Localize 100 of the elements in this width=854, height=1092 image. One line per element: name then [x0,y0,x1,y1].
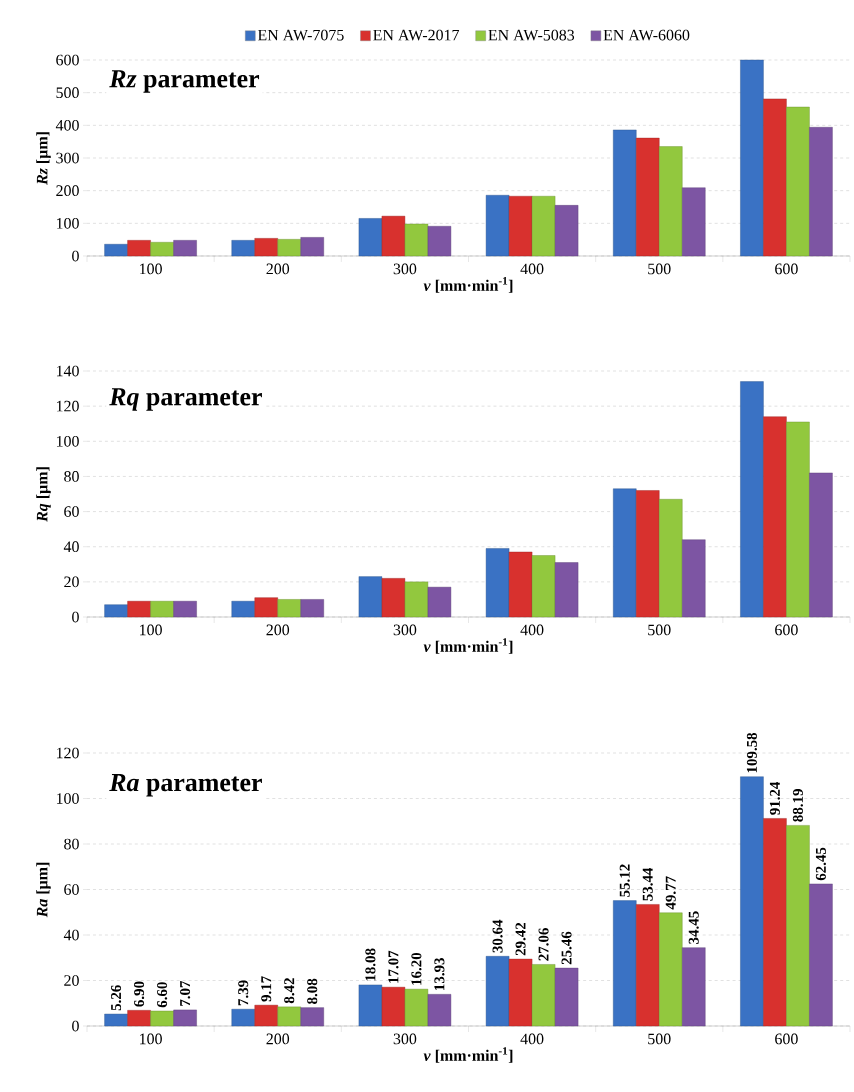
x-tick-label: 100 [140,624,162,636]
bar [254,597,278,618]
bar [786,825,810,1027]
x-tick-label: 300 [393,263,417,275]
bar [786,106,810,257]
bar [104,604,128,618]
bar [508,551,533,618]
bar [381,986,406,1027]
bar [173,1009,197,1027]
bar [508,958,533,1027]
y-tick-label: 300 [56,152,79,164]
legend-label: EN AW-6060 [603,29,690,41]
y-tick-label: 60 [64,884,79,895]
bar [554,205,579,257]
bar [763,98,787,257]
bar [277,599,301,618]
data-label: 18.08 [365,948,376,981]
data-label: 91.24 [769,781,780,815]
bar [358,218,383,257]
data-label: 17.07 [388,950,399,983]
bar [358,576,383,618]
data-label: 34.45 [688,911,699,944]
data-label: 8.42 [284,978,295,1004]
bar [740,59,764,257]
y-tick-label: 0 [72,250,79,262]
bar [127,1010,151,1027]
bar [508,196,533,257]
bar [104,1013,128,1027]
bar [427,994,452,1027]
bar [404,581,429,618]
bar [636,490,660,618]
bar [404,223,429,257]
bar [682,187,706,257]
y-tick-label: 120 [56,747,79,759]
bar [786,421,810,618]
x-axis-title: v [mm·min$^{-1}$] [423,1047,513,1063]
bar [104,244,128,257]
y-tick-label: 500 [56,87,79,99]
y-tick-label: 100 [56,435,79,447]
bar [150,1010,174,1027]
y-axis-title: Ra [µm] [36,862,51,918]
data-label: 53.44 [642,867,653,901]
bar [613,129,637,257]
bar [300,237,324,257]
bar [485,956,510,1027]
y-tick-label: 140 [56,365,79,377]
y-tick-label: 400 [55,119,79,131]
bar [740,381,764,618]
bar [531,555,556,618]
bar [358,984,383,1027]
data-label: 27.06 [538,928,549,961]
bar [809,127,833,257]
bar [127,240,151,257]
bar [127,600,151,618]
x-tick-label: 200 [266,624,290,636]
bar [554,562,579,618]
bar [485,548,510,618]
x-tick-label: 200 [266,263,290,275]
x-tick-label: 300 [393,624,417,636]
x-tick-label: 100 [140,263,162,275]
bar [404,988,429,1027]
data-label: 109.58 [746,732,757,773]
bar [254,238,278,257]
bar [531,964,556,1027]
y-tick-label: 600 [56,54,79,66]
y-axis-title: Rq [µm] [36,467,51,522]
x-tick-label: 400 [520,624,544,636]
y-tick-label: 80 [64,838,79,850]
bar [485,195,510,257]
bar [613,488,637,618]
legend-label: EN AW-2017 [373,29,460,41]
text: Rq parameter [109,388,262,411]
x-tick-label: 600 [775,263,798,275]
y-tick-label: 200 [56,185,79,197]
bar [554,967,579,1027]
data-label: 7.07 [180,980,191,1006]
data-label: 9.17 [261,976,272,1002]
data-label: 55.12 [619,864,630,897]
bar [173,240,197,257]
legend-label: EN AW-5083 [488,29,575,41]
x-tick-label: 200 [266,1033,290,1045]
bar [427,226,452,257]
bar [636,137,660,257]
bar [682,947,706,1027]
x-axis-title: v [mm·min$^{-1}$] [423,277,513,293]
bar [231,240,255,257]
bar [150,242,174,257]
bar [659,912,683,1027]
y-tick-label: 0 [72,1020,79,1032]
data-label: 29.42 [515,922,526,956]
data-label: 6.90 [134,981,145,1007]
data-label: 25.46 [561,931,572,965]
text: Ra parameter [109,774,262,797]
y-tick-label: 40 [63,929,79,941]
x-tick-label: 500 [648,263,671,275]
bar [254,1004,278,1027]
data-label: 13.93 [434,958,445,990]
bar [300,599,324,618]
x-tick-label: 300 [393,1033,417,1045]
x-tick-label: 600 [775,1033,798,1045]
